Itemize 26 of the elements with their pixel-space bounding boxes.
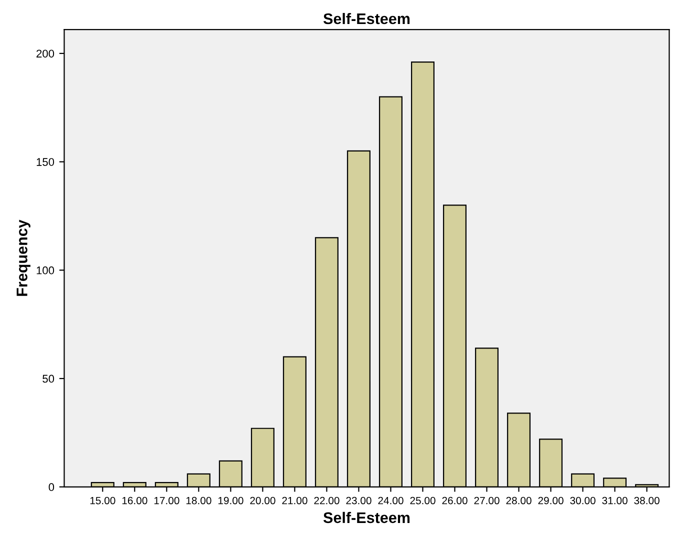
x-tick-label: 28.00 [506,496,532,504]
x-tick-label: 29.00 [538,496,564,504]
x-tick-label: 21.00 [282,496,308,504]
y-tick-label: 0 [48,483,54,492]
x-axis-title: Self-Esteem [323,512,410,524]
x-tick-label: 31.00 [602,496,628,504]
x-tick-label: 15.00 [90,496,116,504]
y-tick-label: 100 [36,266,54,274]
y-tick-label: 50 [42,374,54,383]
x-tick-label: 18.00 [186,496,212,504]
x-tick-label: 24.00 [378,496,404,504]
y-axis-title: Frequency [16,220,30,296]
y-tick-label: 150 [36,158,54,166]
x-tick-label: 25.00 [410,496,436,504]
x-tick-label: 22.00 [314,496,340,504]
x-tick-label: 16.00 [122,496,148,504]
x-tick-label: 23.00 [346,496,372,504]
x-tick-label: 20.00 [250,496,276,504]
x-tick-label: 19.00 [218,496,244,504]
chart-title: Self-Esteem [323,12,410,24]
x-tick-label: 38.00 [634,496,660,504]
y-tick-label: 200 [36,50,54,58]
x-tick-label: 26.00 [442,496,468,504]
x-tick-label: 27.00 [474,496,500,504]
x-tick-label: 17.00 [154,496,180,504]
x-tick-label: 30.00 [570,496,596,504]
